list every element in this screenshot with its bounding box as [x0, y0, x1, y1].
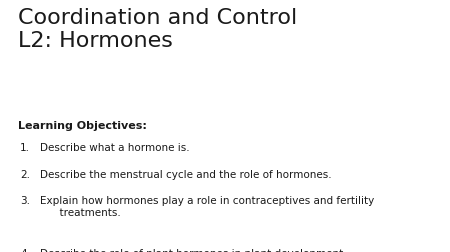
Text: Coordination and Control
L2: Hormones: Coordination and Control L2: Hormones — [18, 8, 297, 51]
Text: Describe what a hormone is.: Describe what a hormone is. — [40, 142, 190, 152]
Text: Describe the role of plant hormones in plant development.: Describe the role of plant hormones in p… — [40, 248, 347, 252]
Text: 1.: 1. — [20, 142, 30, 152]
Text: 2.: 2. — [20, 169, 30, 179]
Text: Describe the menstrual cycle and the role of hormones.: Describe the menstrual cycle and the rol… — [40, 169, 332, 179]
Text: Learning Objectives:: Learning Objectives: — [18, 121, 147, 131]
Text: Explain how hormones play a role in contraceptives and fertility
      treatment: Explain how hormones play a role in cont… — [40, 195, 375, 218]
Text: 3.: 3. — [20, 195, 30, 205]
Text: 4.: 4. — [20, 248, 30, 252]
